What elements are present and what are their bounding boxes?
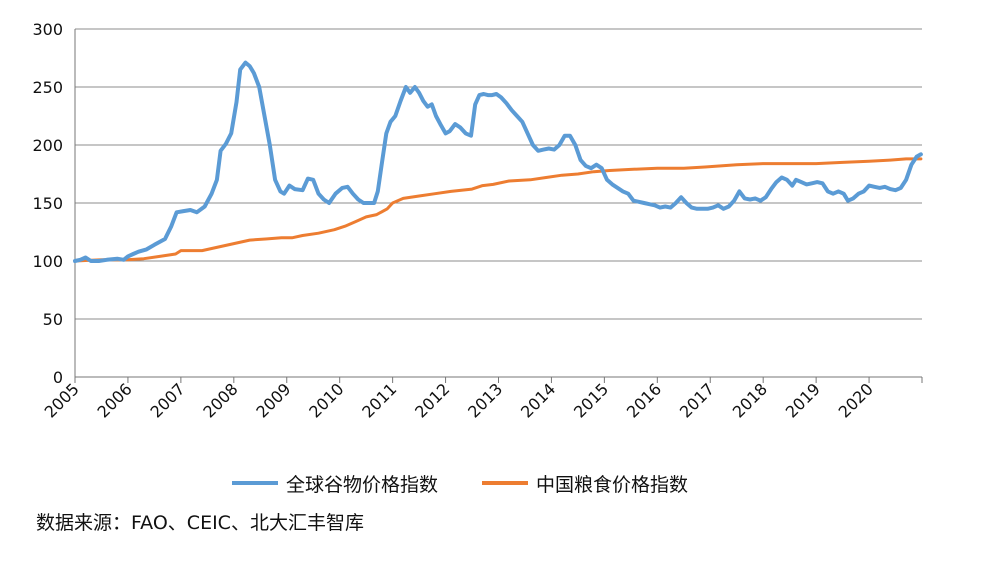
- x-tick-label: 2012: [411, 379, 453, 421]
- x-tick-label: 2014: [517, 379, 559, 421]
- series-line-global-cereal-index: [73, 60, 923, 263]
- legend-label-china: 中国粮食价格指数: [536, 473, 689, 496]
- y-tick-label: 200: [32, 136, 63, 155]
- legend-item-china: 中国粮食价格指数: [482, 468, 688, 498]
- y-axis-ticks: 0 50 100 150 200 250 300: [32, 20, 63, 387]
- legend-label-global: 全球谷物价格指数: [286, 473, 439, 496]
- x-tick-label: 2017: [676, 379, 718, 421]
- source-note: 数据来源：FAO、CEIC、北大汇丰智库: [36, 512, 364, 534]
- y-tick-label: 0: [53, 368, 63, 387]
- x-tick-label: 2013: [464, 379, 506, 421]
- x-tick-label: 2007: [146, 379, 188, 421]
- legend-swatch-china: [482, 481, 528, 485]
- x-tick-label: 2010: [305, 379, 347, 421]
- x-tick-label: 2005: [41, 379, 83, 421]
- x-tick-label: 2009: [252, 379, 294, 421]
- x-tick-label: 2018: [729, 379, 771, 421]
- axes: [74, 29, 923, 383]
- y-tick-label: 100: [32, 252, 63, 271]
- y-tick-label: 250: [32, 78, 63, 97]
- series-lines: [73, 60, 923, 263]
- x-tick-label: 2020: [835, 379, 877, 421]
- y-tick-label: 150: [32, 194, 63, 213]
- series-line-china-grain-index: [73, 157, 923, 263]
- y-tick-label: 300: [32, 20, 63, 39]
- x-tick-label: 2011: [358, 379, 400, 421]
- x-tick-label: 2008: [199, 379, 241, 421]
- x-axis-ticks: 2005 2006 2007 2008 2009 2010 2011 2012 2013 2014…: [41, 379, 877, 421]
- legend-item-global: 全球谷物价格指数: [232, 468, 438, 498]
- x-tick-label: 2015: [570, 379, 612, 421]
- x-tick-label: 2006: [94, 379, 136, 421]
- x-tick-label: 2016: [623, 379, 665, 421]
- legend-swatch-global: [232, 481, 278, 485]
- y-tick-label: 50: [43, 310, 63, 329]
- gridlines: [75, 28, 922, 320]
- x-tick-label: 2019: [782, 379, 824, 421]
- legend: 全球谷物价格指数 中国粮食价格指数: [0, 468, 992, 498]
